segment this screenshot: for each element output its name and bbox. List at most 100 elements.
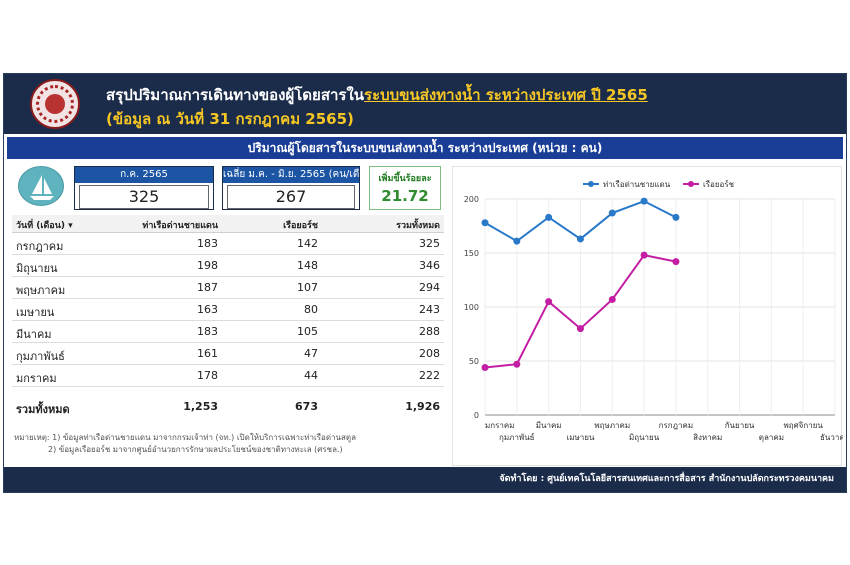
data-point-1[interactable]	[481, 219, 489, 227]
kpi-month-label: ก.ค. 2565	[75, 167, 213, 183]
legend-label[interactable]: เรือยอร์ช	[703, 179, 735, 189]
cell-month: กุมภาพันธ์	[16, 350, 65, 363]
kpi-increase-label: เพิ่มขึ้นร้อยละ	[378, 174, 432, 184]
data-point-2[interactable]	[672, 258, 680, 266]
x-tick-label: กรกฎาคม	[659, 421, 693, 430]
kpi-current-month: ก.ค. 2565 325	[74, 166, 214, 210]
data-point-2[interactable]	[513, 360, 521, 368]
data-point-2[interactable]	[481, 363, 489, 371]
total-border-port: 1,253	[183, 400, 218, 413]
total-label: รวมทั้งหมด	[16, 403, 70, 416]
col-header-yacht[interactable]: เรือยอร์ช	[283, 221, 318, 231]
kpi-avg-label: เฉลี่ย ม.ค. - มิ.ย. 2565 (คน/เดือน)	[223, 167, 359, 183]
data-point-1[interactable]	[576, 235, 584, 243]
page-title-highlight: ระบบขนส่งทางน้ำ ระหว่างประเทศ ปี 2565	[364, 86, 648, 104]
y-tick-label: 150	[464, 249, 479, 258]
total-yacht: 673	[295, 400, 318, 413]
cell-border-port: 183	[197, 325, 218, 338]
data-point-1[interactable]	[672, 213, 680, 221]
section-title: ปริมาณผู้โดยสารในระบบขนส่งทางน้ำ ระหว่าง…	[7, 137, 843, 159]
y-tick-label: 50	[469, 357, 479, 366]
x-tick-label: พฤษภาคม	[594, 421, 630, 430]
cell-month: มกราคม	[16, 372, 57, 385]
y-tick-label: 100	[464, 303, 479, 312]
kpi-avg-value: 267	[227, 185, 355, 209]
data-point-1[interactable]	[640, 197, 648, 205]
footer-credit: จัดทำโดย : ศูนย์เทคโนโลยีสารสนเทศและการส…	[4, 467, 846, 492]
cell-border-port: 198	[197, 259, 218, 272]
cell-total: 208	[419, 347, 440, 360]
data-point-2[interactable]	[608, 295, 616, 303]
sailboat-icon	[18, 166, 64, 206]
cell-month: มีนาคม	[16, 328, 52, 341]
cell-month: เมษายน	[16, 306, 55, 319]
passenger-table: วันที่ (เดือน) ▾ ท่าเรือด่านชายแดน เรือย…	[12, 215, 444, 419]
data-point-2[interactable]	[576, 325, 584, 333]
cell-month: กรกฎาคม	[16, 240, 64, 253]
x-tick-label: ตุลาคม	[759, 433, 784, 442]
x-tick-label: มิถุนายน	[629, 433, 660, 442]
cell-border-port: 178	[197, 369, 218, 382]
cell-total: 243	[419, 303, 440, 316]
table-total-row: รวมทั้งหมด 1,253 673 1,926	[12, 395, 444, 419]
cell-yacht: 107	[297, 281, 318, 294]
data-point-1[interactable]	[545, 213, 553, 221]
legend-marker	[688, 181, 694, 187]
cell-yacht: 142	[297, 237, 318, 250]
page-title: สรุปปริมาณการเดินทางของผู้โดยสารในระบบขน…	[106, 86, 648, 104]
cell-total: 288	[419, 325, 440, 338]
y-tick-label: 0	[474, 411, 479, 420]
cell-total: 294	[419, 281, 440, 294]
footnotes: หมายเหตุ: 1) ข้อมูลท่าเรือด่านชายแดน มาจ…	[14, 432, 356, 456]
table-row: กุมภาพันธ์ 161 47 208	[12, 343, 444, 365]
col-header-border-port[interactable]: ท่าเรือด่านชายแดน	[142, 221, 218, 231]
cell-month: พฤษภาคม	[16, 284, 66, 297]
cell-yacht: 47	[304, 347, 318, 360]
cell-yacht: 80	[304, 303, 318, 316]
table-row: มิถุนายน 198 148 346	[12, 255, 444, 277]
data-point-1[interactable]	[608, 209, 616, 217]
table-row: เมษายน 163 80 243	[12, 299, 444, 321]
cell-yacht: 105	[297, 325, 318, 338]
total-all: 1,926	[405, 400, 440, 413]
x-tick-label: กุมภาพันธ์	[499, 432, 535, 442]
cell-border-port: 161	[197, 347, 218, 360]
table-row: กรกฎาคม 183 142 325	[12, 233, 444, 255]
footnote-1: หมายเหตุ: 1) ข้อมูลท่าเรือด่านชายแดน มาจ…	[14, 433, 356, 442]
y-tick-label: 200	[464, 195, 479, 204]
sort-month-header[interactable]: วันที่ (เดือน) ▾	[16, 221, 73, 231]
ministry-seal-icon	[30, 79, 80, 129]
x-tick-label: กันยายน	[725, 421, 755, 430]
kpi-increase: เพิ่มขึ้นร้อยละ 21.72	[369, 166, 441, 210]
cell-border-port: 163	[197, 303, 218, 316]
cell-yacht: 44	[304, 369, 318, 382]
header: สรุปปริมาณการเดินทางของผู้โดยสารในระบบขน…	[4, 74, 846, 134]
footnote-2: 2) ข้อมูลเรือยอร์ช มาจากศูนย์อำนวยการรัก…	[48, 445, 343, 454]
legend-label[interactable]: ท่าเรือด่านชายแดน	[603, 180, 671, 189]
x-tick-label: สิงหาคม	[693, 433, 722, 442]
table-row: มกราคม 178 44 222	[12, 365, 444, 387]
table-header: วันที่ (เดือน) ▾ ท่าเรือด่านชายแดน เรือย…	[12, 215, 444, 233]
cell-month: มิถุนายน	[16, 262, 58, 275]
kpi-month-value: 325	[79, 185, 209, 209]
page-subtitle: (ข้อมูล ณ วันที่ 31 กรกฎาคม 2565)	[106, 110, 354, 128]
x-tick-label: เมษายน	[566, 433, 594, 442]
cell-yacht: 148	[297, 259, 318, 272]
x-tick-label: พฤศจิกายน	[783, 421, 823, 430]
data-point-2[interactable]	[640, 251, 648, 259]
cell-total: 222	[419, 369, 440, 382]
chart-svg: 0 50 100 150 200 มกราคมกุมภาพันธ์มีนาคมเมษายน…	[464, 179, 843, 442]
table-row: พฤษภาคม 187 107 294	[12, 277, 444, 299]
legend-marker	[588, 181, 594, 187]
data-point-1[interactable]	[513, 237, 521, 245]
col-header-total[interactable]: รวมทั้งหมด	[396, 221, 440, 231]
cell-total: 346	[419, 259, 440, 272]
cell-border-port: 183	[197, 237, 218, 250]
cell-border-port: 187	[197, 281, 218, 294]
cell-total: 325	[419, 237, 440, 250]
line-chart: 0 50 100 150 200 มกราคม กุมภาพันธ์ มีนาคม เมษายน…	[452, 166, 843, 466]
data-point-2[interactable]	[545, 298, 553, 306]
x-tick-label: มกราคม	[485, 421, 515, 430]
dashboard-frame: สรุปปริมาณการเดินทางของผู้โดยสารในระบบขน…	[3, 73, 847, 493]
kpi-average: เฉลี่ย ม.ค. - มิ.ย. 2565 (คน/เดือน) 267	[222, 166, 360, 210]
